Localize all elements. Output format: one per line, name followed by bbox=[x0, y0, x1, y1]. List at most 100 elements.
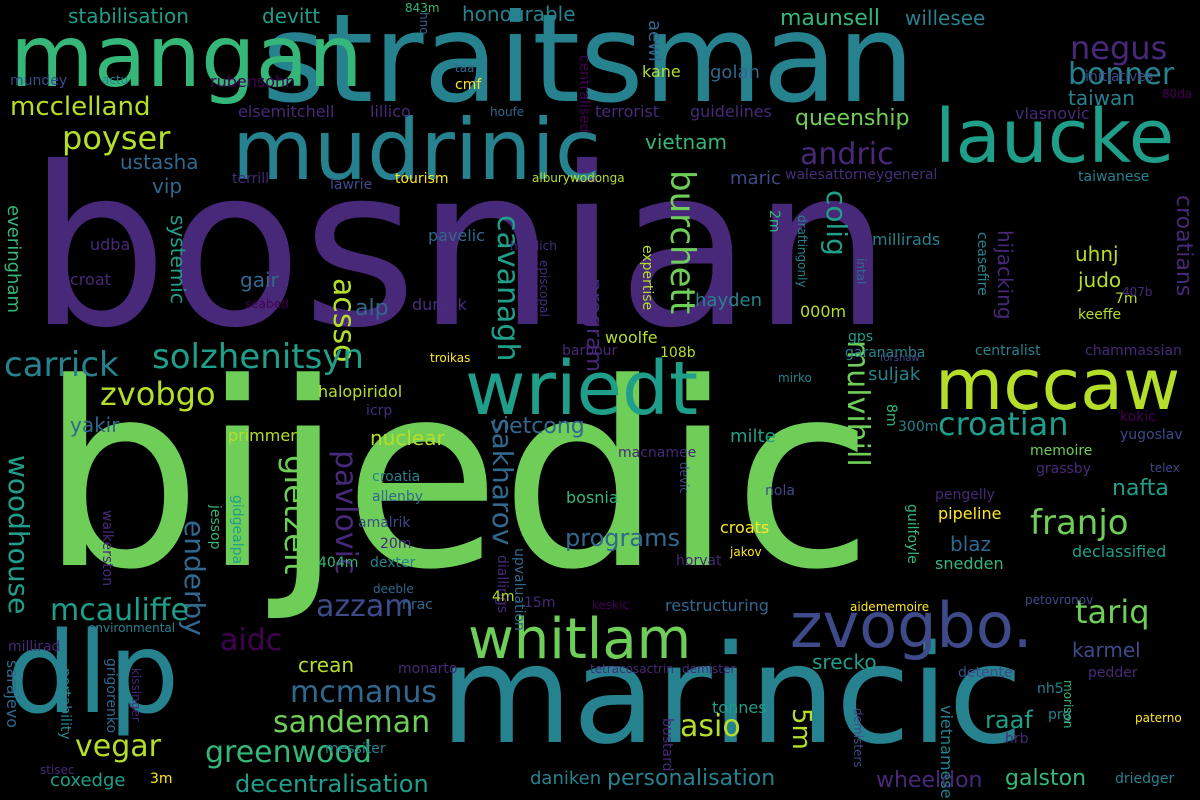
word: bosnia bbox=[566, 488, 619, 507]
word: croatians bbox=[1171, 195, 1196, 297]
word: croat bbox=[70, 270, 111, 289]
word: keeffe bbox=[1078, 307, 1122, 323]
word: negus bbox=[1070, 29, 1168, 67]
word: galston bbox=[1005, 766, 1087, 791]
word: seabed bbox=[245, 297, 289, 311]
word: azzam bbox=[316, 589, 414, 624]
word: ustasha bbox=[120, 150, 199, 174]
word: raaf bbox=[985, 706, 1033, 734]
word: acsso bbox=[326, 278, 361, 363]
word: alburywodonga bbox=[532, 171, 625, 185]
word: 108b bbox=[660, 345, 696, 361]
word: rubensohn bbox=[210, 72, 296, 91]
word: bustard bbox=[659, 718, 675, 772]
word: marincic bbox=[440, 617, 1024, 775]
word: 407b bbox=[1122, 285, 1153, 299]
word: mirko bbox=[778, 371, 812, 385]
word: pedder bbox=[1088, 665, 1138, 681]
word: demisters bbox=[851, 708, 865, 768]
word: tourism bbox=[395, 171, 449, 187]
word: honourable bbox=[462, 2, 576, 26]
word: yakir bbox=[70, 413, 120, 437]
word: pengelly bbox=[935, 487, 995, 503]
word: mangan bbox=[10, 7, 363, 107]
word: houfe bbox=[490, 105, 525, 119]
word: millirads bbox=[872, 230, 941, 249]
word: mcclelland bbox=[10, 92, 151, 122]
word: 2m bbox=[766, 210, 782, 233]
word: programs bbox=[565, 524, 680, 552]
word: 3m bbox=[150, 771, 173, 787]
word: troikas bbox=[430, 351, 471, 365]
word: memoire bbox=[1030, 443, 1093, 459]
word: nafta bbox=[1112, 476, 1169, 501]
word: everingham bbox=[3, 205, 24, 314]
word: declassified bbox=[1072, 542, 1167, 561]
word: prg bbox=[1048, 707, 1072, 723]
word: vietcong bbox=[490, 414, 585, 439]
word: demister bbox=[682, 662, 736, 676]
word: milte bbox=[730, 426, 776, 447]
word: paterno bbox=[1135, 711, 1182, 725]
word: nuclear bbox=[370, 426, 445, 450]
word: nh5 bbox=[1037, 681, 1064, 697]
word: 300m bbox=[898, 419, 939, 435]
word: expertise bbox=[639, 245, 655, 311]
word: durack bbox=[412, 295, 467, 314]
word: maunsell bbox=[780, 6, 881, 31]
word: jessop bbox=[207, 505, 223, 550]
word: 15m bbox=[524, 595, 556, 611]
word: initiatives bbox=[1085, 69, 1154, 85]
word: colig bbox=[820, 190, 853, 256]
word: willesee bbox=[905, 6, 986, 30]
word: personalisation bbox=[607, 766, 776, 791]
word: hijacking bbox=[993, 230, 1017, 320]
word: gair bbox=[240, 268, 279, 292]
word: draftingonly bbox=[795, 215, 809, 288]
word: blaz bbox=[950, 532, 992, 556]
word: detente bbox=[958, 665, 1013, 681]
word: 8m bbox=[883, 404, 899, 427]
word: cmf bbox=[455, 77, 482, 93]
word: vietnamese bbox=[937, 705, 956, 799]
word: greenwood bbox=[205, 735, 372, 770]
word: vietnam bbox=[645, 130, 727, 154]
word: laucke bbox=[935, 94, 1175, 180]
word: alp bbox=[355, 296, 389, 321]
word: straitsman bbox=[262, 0, 915, 130]
word: taa bbox=[455, 61, 475, 75]
word: vegar bbox=[75, 729, 161, 764]
word: 4m bbox=[492, 589, 515, 605]
word: terrill bbox=[232, 171, 270, 187]
word: croatian bbox=[938, 405, 1069, 443]
word: kissinger bbox=[129, 668, 143, 722]
word: aewl bbox=[644, 20, 665, 62]
word: stabilisation bbox=[68, 4, 189, 28]
word: nola bbox=[765, 483, 795, 499]
word: millirad bbox=[8, 639, 61, 655]
word: kokic bbox=[1120, 409, 1156, 425]
word: naturalised bbox=[575, 258, 586, 315]
word: mulvihill bbox=[840, 340, 875, 467]
word: messiter bbox=[325, 741, 386, 757]
word: petovronov bbox=[1025, 593, 1094, 607]
word: stisec bbox=[40, 763, 75, 777]
word: chammassian bbox=[1085, 343, 1182, 359]
word: woodhouse bbox=[2, 455, 35, 615]
word: environmental bbox=[88, 621, 176, 635]
word: grassby bbox=[1036, 461, 1091, 477]
word: driedger bbox=[1115, 771, 1175, 787]
word: program bbox=[581, 278, 606, 372]
word: hno bbox=[417, 12, 431, 35]
word: pavlovic bbox=[328, 450, 363, 575]
word: gietzelt bbox=[277, 455, 315, 575]
word: centralised bbox=[576, 55, 592, 133]
word: systemic bbox=[166, 215, 190, 304]
word: whitlam bbox=[468, 607, 692, 672]
word: lawrie bbox=[330, 177, 373, 193]
word: allenby bbox=[372, 489, 424, 505]
word: mcauliffe bbox=[50, 593, 189, 628]
word: maric bbox=[730, 168, 781, 189]
word: decentralisation bbox=[235, 770, 429, 798]
word: mccaw bbox=[935, 344, 1181, 426]
